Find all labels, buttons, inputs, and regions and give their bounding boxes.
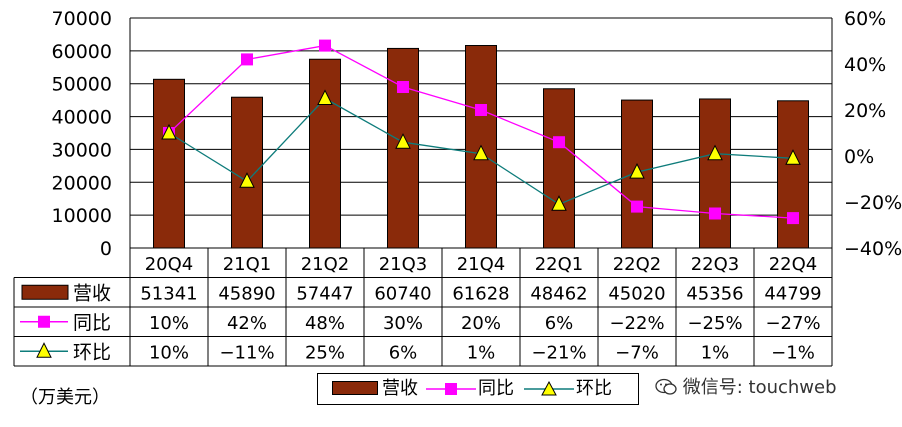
bar xyxy=(309,58,341,249)
wechat-icon xyxy=(655,378,677,395)
data-label: 42% xyxy=(227,313,267,334)
data-label: −7% xyxy=(615,342,659,363)
data-label: 1% xyxy=(701,342,730,363)
bar xyxy=(777,100,809,249)
data-label: 45890 xyxy=(218,283,275,304)
category-label: 21Q3 xyxy=(379,254,428,275)
data-label: 45356 xyxy=(686,283,743,304)
row-legend-key xyxy=(36,342,52,358)
category-label: 22Q1 xyxy=(535,254,584,275)
unit-label: （万美元） xyxy=(20,387,110,408)
row-label: 同比 xyxy=(73,312,111,334)
y-left-tick-label: 50000 xyxy=(52,74,112,96)
line-point xyxy=(319,39,331,52)
bar xyxy=(699,98,731,249)
legend-label-yoy: 同比 xyxy=(478,378,514,399)
data-label: −27% xyxy=(765,313,820,334)
legend-swatch-yoy xyxy=(426,383,476,395)
category-label: 22Q4 xyxy=(769,254,818,275)
y-left-tick-label: 70000 xyxy=(52,8,112,30)
data-label: 51341 xyxy=(140,283,197,304)
y-right-tick-label: 20% xyxy=(844,100,886,122)
line-point xyxy=(395,133,411,149)
line-point xyxy=(473,144,489,161)
line-point xyxy=(551,195,567,211)
category-label: 20Q4 xyxy=(145,254,194,275)
y-left-tick-label: 30000 xyxy=(52,139,112,161)
category-label: 22Q2 xyxy=(613,254,662,275)
line-point xyxy=(631,200,643,213)
y-left-tick-label: 20000 xyxy=(52,172,112,194)
line-point xyxy=(553,136,565,149)
data-label: 45020 xyxy=(608,283,665,304)
y-right-tick-label: 40% xyxy=(844,54,886,76)
legend-swatch-revenue xyxy=(332,381,378,395)
bar xyxy=(153,78,185,249)
watermark: 微信号: touchweb xyxy=(655,373,837,399)
data-label: 61628 xyxy=(452,283,509,304)
row-label: 营收 xyxy=(73,282,111,304)
data-label: 10% xyxy=(149,342,189,363)
watermark-text: 微信号: touchweb xyxy=(682,377,837,398)
data-label: 44799 xyxy=(764,283,821,304)
line-point xyxy=(785,149,801,165)
y-right-tick-label: 0% xyxy=(844,146,874,168)
data-label: −21% xyxy=(531,342,586,363)
line-point xyxy=(707,144,723,161)
line-point xyxy=(787,212,799,225)
data-label: 30% xyxy=(383,313,423,334)
y-right-tick-label: −40% xyxy=(844,238,902,260)
data-label: 60740 xyxy=(374,283,431,304)
row-legend-key xyxy=(21,284,69,300)
line-point xyxy=(629,162,645,179)
data-label: 57447 xyxy=(296,283,353,304)
line-point xyxy=(239,172,255,188)
line-point xyxy=(397,81,409,93)
data-label: 1% xyxy=(467,342,496,363)
category-label: 21Q2 xyxy=(301,254,350,275)
category-label: 21Q4 xyxy=(457,254,506,275)
y-left-tick-label: 40000 xyxy=(52,107,112,129)
data-label: −22% xyxy=(609,313,664,334)
y-right-tick-label: 60% xyxy=(844,8,886,30)
bar xyxy=(543,88,575,249)
data-label: 25% xyxy=(305,342,345,363)
data-label: −1% xyxy=(771,342,815,363)
data-label: 48% xyxy=(305,313,345,334)
legend-label-qoq: 环比 xyxy=(576,378,612,399)
legend: 营收 同比 环比 xyxy=(317,373,639,405)
data-label: 6% xyxy=(545,313,574,334)
data-label: 48462 xyxy=(530,283,587,304)
line-point xyxy=(241,53,253,66)
line-point xyxy=(709,207,721,220)
chart: 0 10000 20000 30000 40000 50000 60000 70000 −40%… xyxy=(13,8,902,367)
data-label: 10% xyxy=(149,313,189,334)
line-point xyxy=(475,104,487,116)
y-right-tick-label: −20% xyxy=(844,192,902,214)
row-label: 环比 xyxy=(73,341,111,363)
category-label: 22Q3 xyxy=(691,254,740,275)
category-label: 21Q1 xyxy=(223,254,272,275)
line-point xyxy=(161,123,177,140)
data-label: 6% xyxy=(389,342,418,363)
legend-label-revenue: 营收 xyxy=(382,378,418,399)
legend-swatch-qoq xyxy=(524,380,574,396)
y-left-tick-label: 10000 xyxy=(52,205,112,227)
line-point xyxy=(317,89,333,105)
row-legend-key xyxy=(38,315,50,328)
data-label: −25% xyxy=(687,313,742,334)
y-left-tick-label: 0 xyxy=(100,238,112,260)
data-label: −11% xyxy=(219,342,274,363)
y-left-tick-label: 60000 xyxy=(52,41,112,63)
data-label: 20% xyxy=(461,313,501,334)
